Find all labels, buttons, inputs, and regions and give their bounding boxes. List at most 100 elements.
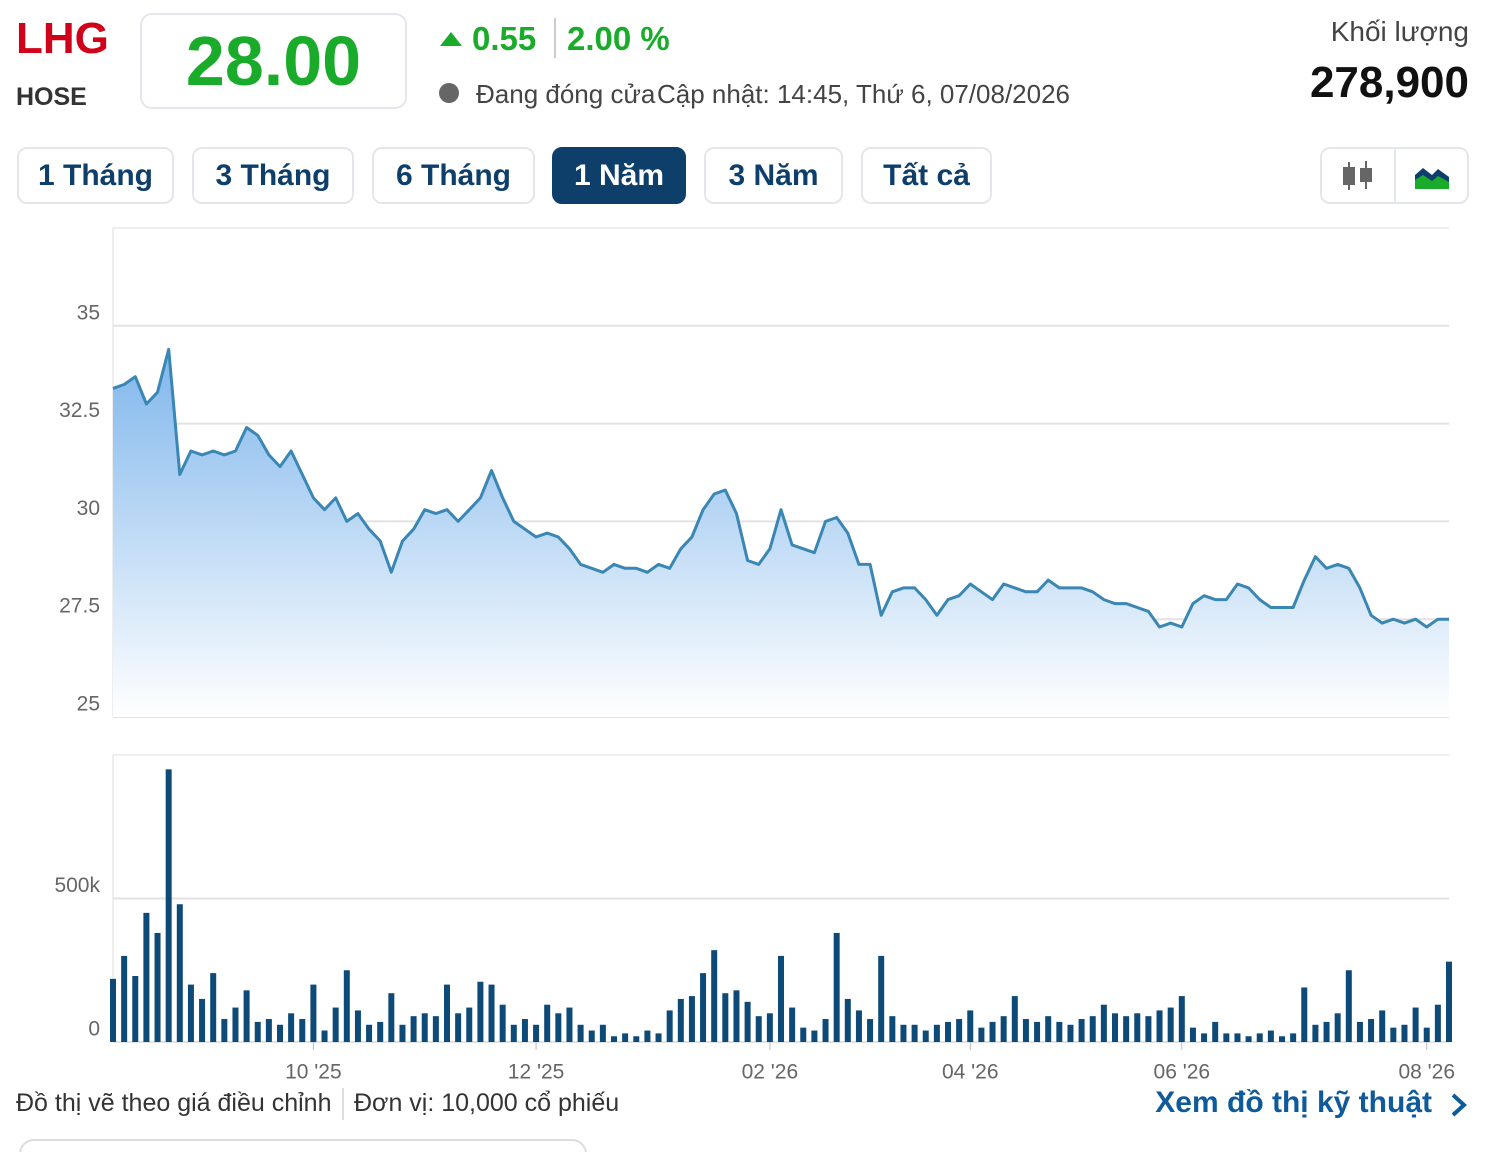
price-area [113,349,1449,717]
volume-bar [677,998,684,1042]
volume-bar [622,1033,629,1042]
y-tick-label: 25 [77,693,100,716]
volume-bar [1201,1033,1208,1042]
volume-bar [1334,1013,1341,1042]
x-tick-label: 04 '26 [942,1061,999,1084]
volume-bar [1145,1016,1152,1042]
volume: 278,900 [1309,58,1469,107]
volume-bar [1390,1027,1397,1042]
symbol: LHG [16,14,109,63]
range-tab[interactable]: 1 Năm [552,147,686,204]
volume-bar [945,1021,951,1042]
volume-bar [187,984,194,1042]
volume-bar [722,993,729,1042]
volume-bar [265,1019,272,1042]
range-tab[interactable]: 3 Năm [704,147,843,204]
volume-bar [388,993,395,1042]
volume-bar [1011,996,1018,1042]
volume-bar [243,990,250,1042]
change: 0.55 [472,20,537,57]
volume-bar [1434,1004,1441,1042]
volume-bar [811,1030,818,1042]
exchange: HOSE [16,83,87,111]
y-tick-label: 27.5 [59,595,100,618]
volume-bar [1256,1033,1263,1042]
volume-bar [789,1007,796,1042]
volume-bar [288,1013,295,1042]
volume-bar [121,955,128,1042]
volume-bar [110,978,116,1042]
volume-bar [1000,1016,1007,1042]
volume-bar [477,981,484,1042]
volume-bar [277,1024,283,1042]
price: 28.00 [140,13,407,109]
volume-bar [354,1010,361,1042]
volume-bar [310,984,317,1042]
updated: Cập nhật: 14:45, Thứ 6, 07/08/2026 [657,79,1071,109]
volume-bar [711,950,718,1042]
volume-bar [588,1030,595,1042]
x-tick-label: 06 '26 [1154,1061,1211,1084]
volume-bar [633,1036,640,1042]
volume-bar [555,1013,562,1042]
volume-bar [1022,1019,1029,1042]
volume-bar [466,1007,473,1042]
volume-bar [855,1010,862,1042]
volume-bar [343,970,350,1042]
volume-bar [822,1019,829,1042]
range-tab[interactable]: 1 Tháng [17,147,174,204]
volume-bar [510,1024,517,1042]
volume-bar [488,984,495,1042]
volume-bar [989,1021,996,1042]
y-tick-label: 0 [88,1018,100,1041]
volume-bar [410,1016,417,1042]
volume-bar [666,1010,673,1042]
volume-bar [221,1019,228,1042]
footer-unit: Đơn vị: 10,000 cổ phiếu [354,1089,620,1117]
volume-bar [1323,1021,1330,1042]
toggle-icons[interactable] [1322,149,1467,202]
volume-bar [1401,1024,1408,1042]
volume-bar [967,1010,974,1042]
chart-type-toggle [1320,147,1469,204]
x-tick-label: 10 '25 [285,1061,342,1084]
volume-bar [377,1021,384,1042]
volume-bar [1100,1004,1107,1042]
volume-bar [1379,1010,1386,1042]
change-pct: 2.00 % [567,20,670,57]
range-tab[interactable]: Tất cả [861,147,992,204]
y-tick-label: 35 [77,301,100,324]
volume-bar [366,1024,373,1042]
volume-bar [1045,1016,1052,1042]
volume-bar [299,1019,306,1042]
volume-bar [455,1013,462,1042]
volume-bar [499,1004,506,1042]
volume-bar [1134,1013,1141,1042]
technical-link[interactable]: Xem đồ thị kỹ thuật [1155,1086,1432,1119]
volume-bar [544,1004,551,1042]
divider [342,1088,344,1120]
status-dot [439,83,459,103]
volume-bar [755,1016,762,1042]
volume-bar [176,904,183,1042]
volume-bar [1312,1024,1319,1042]
footer-box [19,1139,587,1152]
volume-bar [321,1030,328,1042]
volume-bar [933,1024,940,1042]
range-tab[interactable]: 3 Tháng [192,147,354,204]
footer-note: Đồ thị vẽ theo giá điều chỉnh [16,1089,332,1117]
volume-bar [733,990,740,1042]
volume-bar [1345,970,1352,1042]
volume-bar [766,1013,773,1042]
volume-bar [778,955,784,1042]
volume-bar [1279,1036,1285,1042]
volume-bar [1112,1013,1118,1042]
range-tab[interactable]: 6 Tháng [372,147,535,204]
volume-bar [1234,1033,1241,1042]
volume-bar [1078,1019,1085,1042]
volume-bar [700,973,707,1042]
volume-bar [911,1024,918,1042]
chevron[interactable] [1448,1092,1470,1118]
